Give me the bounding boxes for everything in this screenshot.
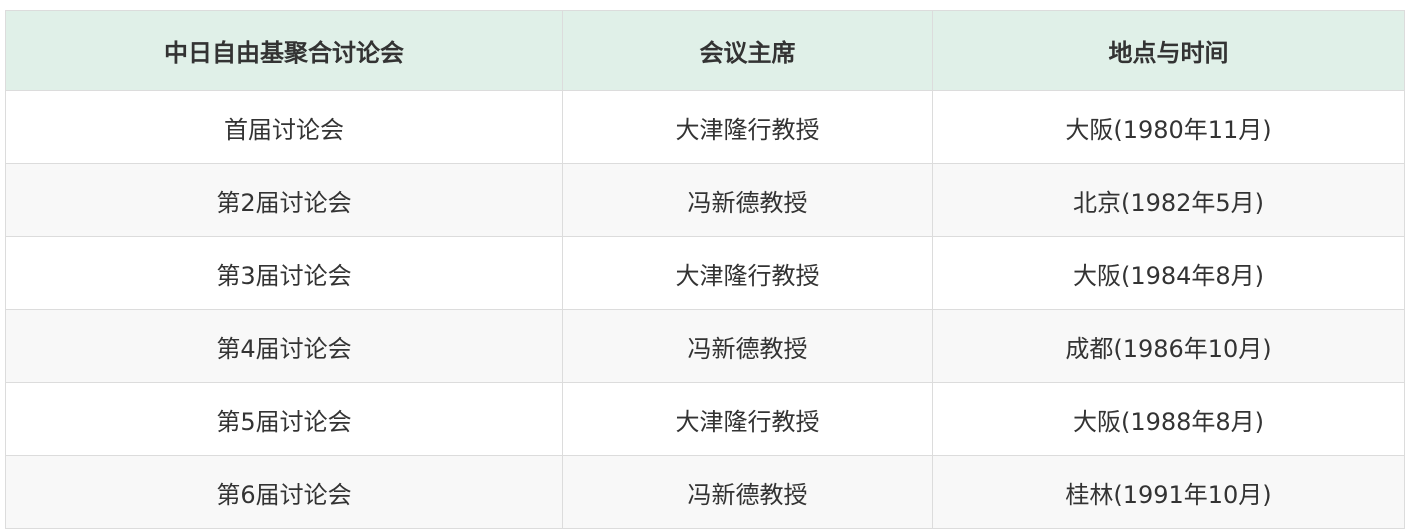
header-chair: 会议主席: [562, 10, 933, 91]
table-row: 第3届讨论会 大津隆行教授 大阪(1984年8月): [5, 236, 1405, 310]
cell-chair: 大津隆行教授: [562, 382, 933, 456]
cell-symposium: 第3届讨论会: [5, 236, 563, 310]
cell-place-time: 大阪(1980年11月): [932, 90, 1405, 164]
symposium-table: 中日自由基聚合讨论会 会议主席 地点与时间 首届讨论会 大津隆行教授 大阪(1980…: [5, 10, 1405, 529]
cell-symposium: 第4届讨论会: [5, 309, 563, 383]
cell-place-time: 桂林(1991年10月): [932, 455, 1405, 529]
cell-chair: 大津隆行教授: [562, 90, 933, 164]
cell-chair: 冯新德教授: [562, 455, 933, 529]
table-row: 首届讨论会 大津隆行教授 大阪(1980年11月): [5, 90, 1405, 164]
table-row: 第6届讨论会 冯新德教授 桂林(1991年10月): [5, 455, 1405, 529]
table-row: 第5届讨论会 大津隆行教授 大阪(1988年8月): [5, 382, 1405, 456]
header-row: 中日自由基聚合讨论会 会议主席 地点与时间: [5, 10, 1405, 91]
cell-place-time: 北京(1982年5月): [932, 163, 1405, 237]
cell-symposium: 首届讨论会: [5, 90, 563, 164]
table-row: 第2届讨论会 冯新德教授 北京(1982年5月): [5, 163, 1405, 237]
cell-chair: 冯新德教授: [562, 309, 933, 383]
header-place-time: 地点与时间: [932, 10, 1405, 91]
cell-symposium: 第5届讨论会: [5, 382, 563, 456]
header-symposium: 中日自由基聚合讨论会: [5, 10, 563, 91]
cell-place-time: 大阪(1988年8月): [932, 382, 1405, 456]
cell-place-time: 成都(1986年10月): [932, 309, 1405, 383]
cell-symposium: 第6届讨论会: [5, 455, 563, 529]
cell-symposium: 第2届讨论会: [5, 163, 563, 237]
cell-chair: 大津隆行教授: [562, 236, 933, 310]
cell-chair: 冯新德教授: [562, 163, 933, 237]
cell-place-time: 大阪(1984年8月): [932, 236, 1405, 310]
table-row: 第4届讨论会 冯新德教授 成都(1986年10月): [5, 309, 1405, 383]
